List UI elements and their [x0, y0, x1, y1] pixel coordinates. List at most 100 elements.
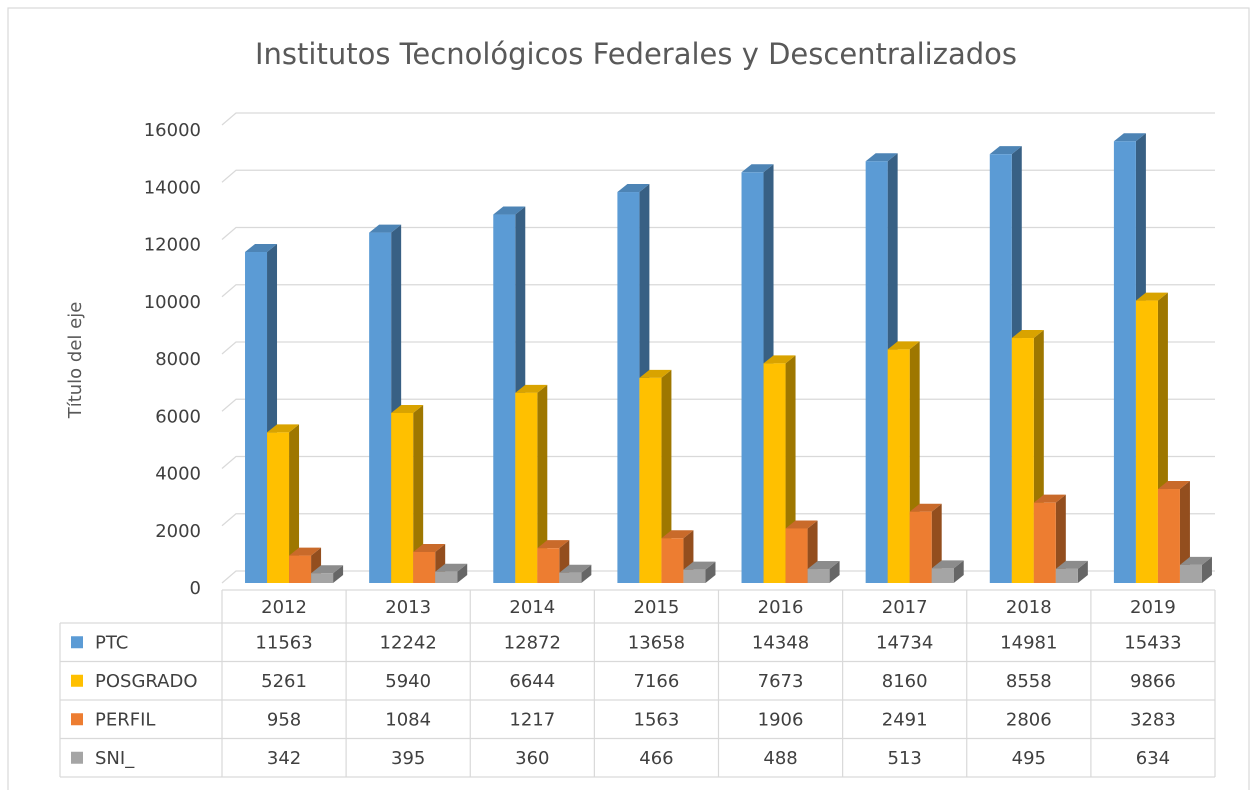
bar-side — [1179, 481, 1190, 583]
table-cell: 634 — [1136, 748, 1170, 769]
bar-front — [1179, 564, 1202, 583]
bar — [435, 563, 468, 583]
bar — [639, 369, 672, 583]
table-cell: 2806 — [1006, 709, 1052, 730]
bar-top — [1157, 481, 1190, 490]
table-cell: 14348 — [752, 632, 809, 653]
bar — [931, 560, 964, 583]
bar-side — [457, 563, 468, 583]
legend-label: PTC — [95, 632, 128, 653]
table-cell: 13658 — [628, 632, 685, 653]
table-cell: 14734 — [876, 632, 933, 653]
bar-top — [515, 384, 548, 393]
legend-label: SNI_ — [95, 748, 135, 769]
table-cell: 1084 — [385, 709, 431, 730]
table-cell: 495 — [1012, 748, 1046, 769]
bar-front — [865, 161, 888, 583]
bar-top — [1033, 494, 1066, 503]
bar — [515, 384, 548, 583]
bar-top — [1055, 560, 1088, 569]
y-axis-title: Título del eje — [65, 302, 86, 420]
bar-front — [1011, 338, 1034, 583]
x-tick-label: 2014 — [509, 597, 555, 618]
bar-front — [391, 412, 414, 583]
bar — [267, 424, 300, 583]
bar-front — [1055, 568, 1078, 583]
bar-side — [705, 561, 716, 583]
table-cell: 395 — [391, 748, 425, 769]
bar-top — [1179, 556, 1212, 565]
bar-top — [1011, 330, 1044, 339]
table-cell: 9866 — [1130, 671, 1176, 692]
table-cell: 360 — [515, 748, 549, 769]
y-tick-label: 8000 — [155, 349, 201, 370]
table-cell: 1906 — [758, 709, 804, 730]
bar-front — [537, 548, 560, 583]
bar — [391, 404, 424, 583]
bar-front — [683, 569, 706, 583]
bar-top — [683, 561, 716, 570]
legend-key — [71, 713, 83, 726]
y-tick-label: 0 — [190, 578, 201, 599]
bar-top — [639, 369, 672, 378]
bar-side — [581, 564, 592, 583]
y-tick-label: 16000 — [144, 120, 201, 141]
chart-title: Institutos Tecnológicos Federales y Desc… — [255, 37, 1017, 71]
bar-top — [931, 560, 964, 569]
bar-top — [617, 184, 650, 193]
bar-side — [1201, 556, 1212, 583]
table-cell: 5261 — [261, 671, 307, 692]
bar-front — [1157, 489, 1180, 583]
bar-top — [559, 564, 592, 573]
x-tick-label: 2012 — [261, 597, 307, 618]
x-tick-label: 2017 — [882, 597, 928, 618]
legend-key — [71, 674, 83, 687]
grid-line — [221, 112, 1215, 126]
bar-side — [953, 560, 964, 583]
table-cell: 342 — [267, 748, 301, 769]
bar-top — [887, 341, 920, 350]
bar — [559, 564, 592, 583]
table-cell: 1217 — [509, 709, 555, 730]
x-tick-label: 2016 — [758, 597, 804, 618]
bar-front — [267, 432, 290, 583]
bar-side — [829, 561, 840, 583]
bar-top — [391, 404, 424, 413]
bar — [1033, 494, 1066, 583]
y-tick-label: 4000 — [155, 464, 201, 485]
bar-front — [1113, 141, 1136, 583]
bar-front — [909, 511, 932, 583]
y-tick-label: 6000 — [155, 406, 201, 427]
bar-front — [617, 192, 640, 584]
bar-top — [763, 355, 796, 364]
table-cell: 11563 — [255, 632, 312, 653]
table-cell: 7166 — [634, 671, 680, 692]
bar — [807, 561, 840, 583]
bar-front — [515, 392, 538, 583]
table-cell: 6644 — [509, 671, 555, 692]
bar — [1055, 560, 1088, 583]
bar-top — [1135, 292, 1168, 301]
y-tick-label: 12000 — [144, 235, 201, 256]
bar-top — [245, 244, 278, 253]
table-cell: 466 — [639, 748, 673, 769]
bar-front — [763, 363, 786, 583]
table-cell: 2491 — [882, 709, 928, 730]
bar-top — [311, 565, 344, 574]
bar-top — [989, 146, 1022, 155]
bar-top — [493, 206, 526, 215]
bar-top — [413, 543, 446, 552]
bar-front — [785, 528, 808, 583]
bar — [1157, 481, 1190, 583]
table-cell: 12872 — [504, 632, 561, 653]
x-tick-label: 2019 — [1130, 597, 1176, 618]
bar-front — [559, 572, 582, 583]
bar-side — [289, 424, 300, 583]
table-cell: 958 — [267, 709, 301, 730]
table-cell: 5940 — [385, 671, 431, 692]
x-tick-label: 2018 — [1006, 597, 1052, 618]
legend-key — [71, 636, 83, 649]
x-tick-label: 2013 — [385, 597, 431, 618]
bar-front — [639, 377, 662, 583]
